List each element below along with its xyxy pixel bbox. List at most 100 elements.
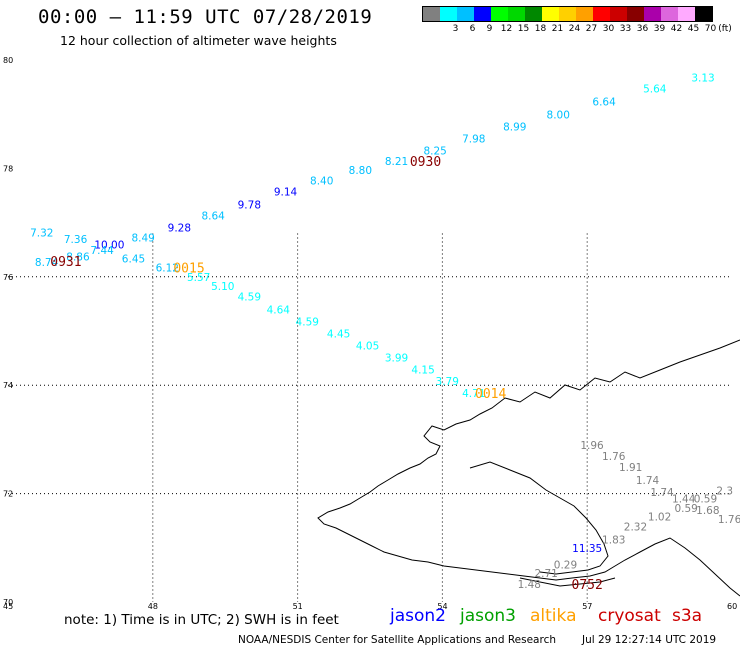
pass-time-label: 0931 (50, 255, 81, 270)
coastline (317, 339, 740, 597)
wave-height-value: 5.57 (187, 272, 210, 284)
wave-height-value: 1.74 (650, 487, 674, 499)
legend-swatch (661, 7, 678, 21)
wave-height-value: 7.98 (462, 133, 485, 145)
wave-height-value: 4.64 (267, 305, 291, 317)
legend-sat-altika: altika (530, 606, 577, 626)
map-subtitle: 12 hour collection of altimeter wave hei… (60, 33, 337, 48)
wave-height-value: 8.49 (131, 233, 154, 245)
footer-timestamp: Jul 29 12:27:14 UTC 2019 (582, 634, 717, 646)
legend-label: 27 (585, 24, 598, 34)
wave-height-value: 8.86 (66, 252, 90, 264)
pass-time-label: 0015 (173, 261, 204, 276)
wave-height-value: 8.21 (385, 156, 408, 168)
legend-swatch (593, 7, 610, 21)
wave-height-value: 8.74 (35, 257, 59, 269)
legend-swatch (491, 7, 508, 21)
wave-height-value: 5.10 (211, 281, 234, 293)
legend-label: 39 (653, 24, 666, 34)
lat-label: 76 (3, 273, 13, 282)
wave-height-value: 6.12 (156, 262, 179, 274)
legend-swatch (559, 7, 576, 21)
legend-label: 36 (636, 24, 649, 34)
legend-label: 12 (500, 24, 513, 34)
lon-label: 51 (293, 602, 303, 610)
coastline-north (317, 339, 740, 597)
wave-height-value: 8.99 (503, 121, 526, 133)
wave-height-value: 9.28 (168, 222, 191, 234)
lon-label: 54 (437, 602, 447, 610)
coastline-inner (469, 461, 609, 575)
legend-labels: 3 6 9 12 15 18 21 24 27 30 33 36 39 42 45 70 (ft) (422, 22, 732, 36)
wave-height-value: 4.15 (411, 364, 434, 376)
wave-height-value: 1.48 (518, 579, 541, 591)
legend-label: 30 (602, 24, 615, 34)
legend-label: 3 (452, 24, 459, 34)
legend-label: 9 (486, 24, 493, 34)
legend-swatch (423, 7, 440, 21)
wave-height-value: 8.64 (201, 210, 225, 222)
wave-height-value: 7.36 (64, 234, 88, 246)
legend-sat-cryosat: cryosat (598, 606, 661, 626)
legend-color-bar (422, 6, 713, 22)
wave-height-value: 3.99 (385, 352, 408, 364)
pass-time-label: 0752 (572, 578, 603, 593)
legend-label: 70 (704, 24, 717, 34)
wave-height-value: 8.25 (423, 145, 446, 157)
wave-height-value: 5.64 (643, 84, 667, 96)
lon-label: 60 (727, 602, 737, 610)
wave-height-value: 1.68 (696, 505, 719, 517)
legend-label: 15 (517, 24, 530, 34)
wave-height-value: 7.32 (30, 228, 53, 240)
wave-height-value: 0.29 (554, 559, 577, 571)
wave-height-value: 2.32 (624, 521, 647, 533)
legend-swatch (508, 7, 525, 21)
legend-swatch (695, 7, 712, 21)
wave-height-value: 1.76 (602, 451, 626, 463)
legend-label: 33 (619, 24, 632, 34)
lat-label: 72 (3, 490, 13, 499)
wave-height-value: 8.00 (547, 110, 570, 122)
legend-swatch (610, 7, 627, 21)
legend-sat-s3a: s3a (672, 606, 703, 626)
wave-height-value: 10.00 (94, 240, 124, 252)
wave-height-value: 8.80 (349, 165, 372, 177)
legend-swatch (644, 7, 661, 21)
map-title: 00:00 – 11:59 UTC 07/28/2019 (38, 6, 373, 28)
wave-height-value: 4.59 (238, 292, 261, 304)
wave-height-value: 1.76 (718, 514, 740, 526)
wave-height-value: 9.78 (238, 200, 261, 212)
footer-center: NOAA/NESDIS Center for Satellite Applica… (238, 634, 556, 646)
wave-height-value: 3.79 (436, 376, 459, 388)
legend-swatch (474, 7, 491, 21)
wave-height-value: 7.44 (90, 245, 114, 257)
wave-height-labels: 7.32 7.36 10.007.448.86 8.74 6.45 8.49 9.28 8.6… (30, 73, 740, 591)
legend-unit: (ft) (718, 24, 732, 34)
wave-height-value: 6.45 (122, 254, 145, 266)
wave-height-value: 1.74 (636, 475, 660, 487)
footer-note: note: 1) Time is in UTC; 2) SWH is in fe… (64, 612, 339, 628)
legend-sat-jason3: jason3 (460, 606, 516, 626)
legend-swatch (678, 7, 695, 21)
lat-label: 70 (3, 598, 13, 607)
wave-height-value: 4.71 (462, 388, 485, 400)
wave-height-value: 0.59 (694, 493, 717, 505)
legend-swatch (457, 7, 474, 21)
wave-height-value: 1.96 (580, 440, 604, 452)
wave-height-value: 11.35 (572, 543, 602, 555)
lat-label: 74 (3, 381, 13, 390)
lon-label: 57 (582, 602, 592, 610)
legend-label: 21 (551, 24, 564, 34)
coastline-south (519, 577, 616, 587)
wave-height-value: 1.44 (672, 493, 696, 505)
legend-sat-jason2: jason2 (390, 606, 446, 626)
color-legend: 3 6 9 12 15 18 21 24 27 30 33 36 39 42 45 70 (ft) (422, 6, 732, 36)
wave-height-value: 4.45 (327, 329, 350, 341)
legend-label: 45 (687, 24, 700, 34)
wave-height-value: 6.64 (592, 97, 616, 109)
legend-label: 24 (568, 24, 581, 34)
pass-time-label: 0930 (410, 155, 441, 170)
legend-label: 6 (469, 24, 476, 34)
legend-label: 42 (670, 24, 683, 34)
